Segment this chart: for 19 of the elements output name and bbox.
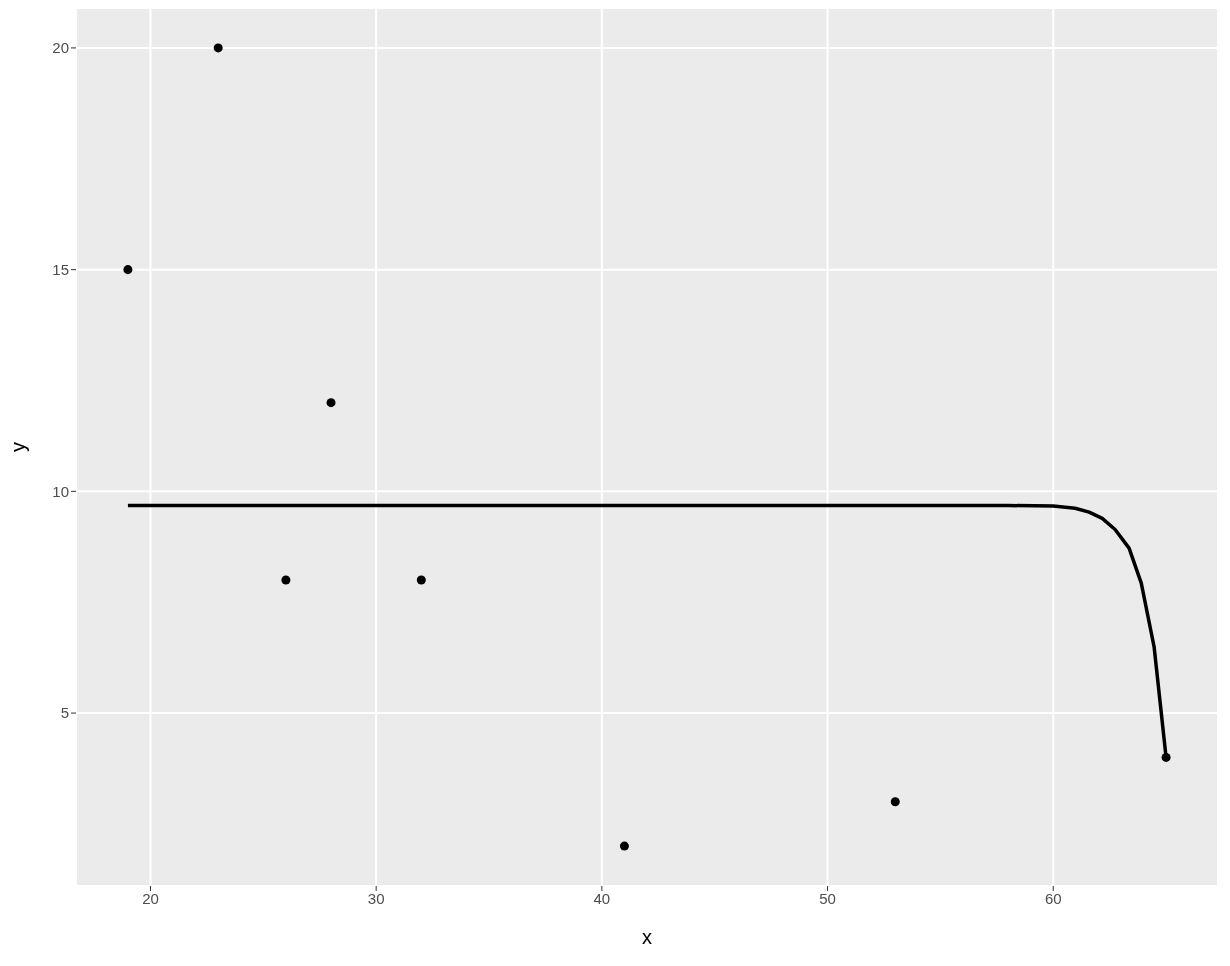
- point: [213, 43, 223, 53]
- point: [123, 265, 133, 275]
- x-tick-label: 60: [1044, 889, 1062, 907]
- point: [416, 575, 426, 585]
- x-axis-title: x: [642, 926, 652, 948]
- y-tick-label: 10: [52, 482, 69, 500]
- x-tick-label: 30: [367, 889, 385, 907]
- x-tick-label: 20: [142, 889, 159, 907]
- y-axis-title: y: [7, 442, 30, 452]
- point: [619, 841, 629, 851]
- point: [890, 797, 900, 807]
- point: [281, 575, 291, 585]
- x-tick-label: 40: [593, 889, 611, 907]
- x-tick-label: 50: [819, 889, 836, 907]
- y-tick-label: 15: [52, 260, 69, 278]
- y-tick-label: 20: [52, 39, 69, 57]
- point: [326, 398, 336, 408]
- y-tick-label: 5: [60, 704, 69, 722]
- point: [1161, 752, 1171, 762]
